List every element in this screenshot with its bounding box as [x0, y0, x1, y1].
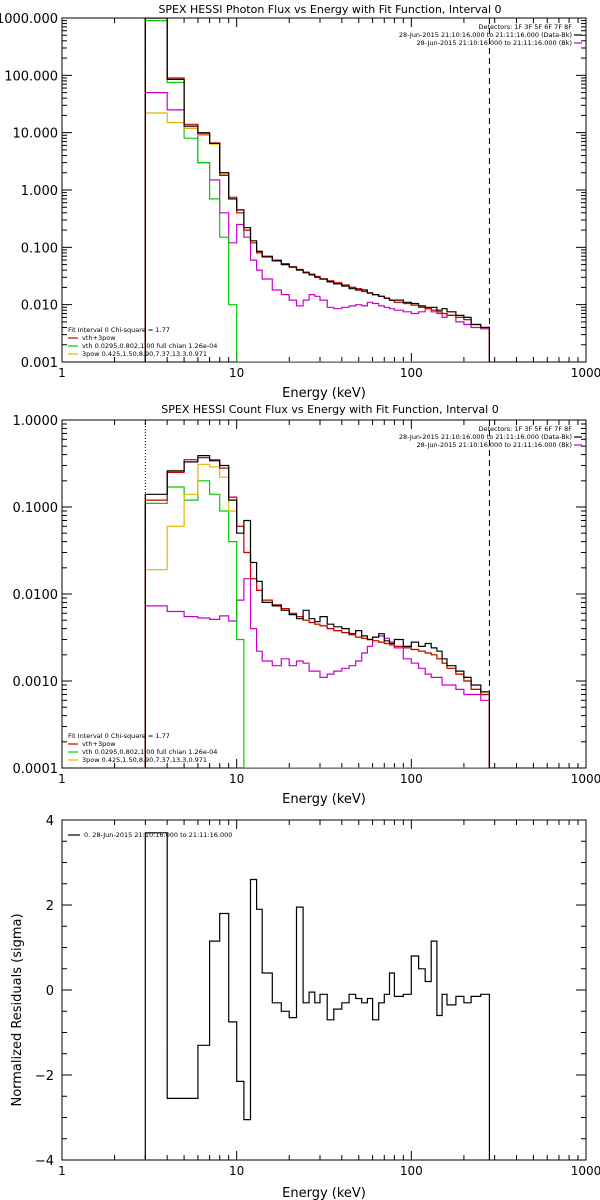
plot-frame: [61, 819, 587, 1161]
legend-top-label: 28-Jun-2015 21:10:16.000 to 21:11:16.000…: [417, 39, 572, 47]
x-tick-label: 1: [58, 1164, 66, 1178]
x-tick-label: 1000: [571, 772, 600, 786]
series-line: [144, 20, 490, 362]
y-tick-label: 0.0100: [13, 588, 59, 603]
legend-label: vth+3pow: [82, 740, 116, 748]
y-tick-label: 0.010: [21, 299, 58, 314]
y-tick-label: 4: [46, 814, 54, 829]
y-tick-label: 100.000: [4, 69, 58, 84]
legend-top-label: Detectors: 1F 3F 5F 6F 7F 8F: [478, 425, 572, 433]
plot-frame: [61, 17, 587, 363]
legend-label: vth 0.0295,0.802,1.00 full chian 1.26e-0…: [82, 748, 217, 756]
series-line: [144, 578, 490, 768]
legend-label: 0. 28-Jun-2015 21:10:16.000 to 21:11:16.…: [84, 831, 232, 839]
x-tick-label: 100: [400, 366, 423, 380]
count-flux-panel: SPEX HESSI Count Flux vs Energy with Fit…: [13, 403, 600, 807]
y-tick-label: 0.100: [21, 241, 58, 256]
series-line: [144, 457, 490, 768]
y-tick-label: 0.1000: [13, 501, 59, 516]
x-tick-label: 1: [58, 772, 66, 786]
legend-label: vth+3pow: [82, 334, 116, 342]
plot-frame: [61, 419, 587, 769]
x-tick-label: 1: [58, 366, 66, 380]
legend-fit-label: Fit Interval 0 Chi-square = 1.77: [68, 732, 170, 740]
legend-top-label: 28-Jun-2015 21:10:16.000 to 21:11:16.000…: [417, 441, 572, 449]
x-tick-label: 1000: [571, 366, 600, 380]
y-tick-label: 2: [46, 899, 54, 914]
series-line: [144, 112, 490, 362]
panel3-ylabel: Normalized Residuals (sigma): [10, 913, 25, 1106]
panel2-xlabel: Energy (keV): [282, 792, 366, 807]
panel1-xlabel: Energy (keV): [282, 386, 366, 401]
y-tick-label: −2: [35, 1069, 54, 1084]
legend-top-label: 28-Jun-2015 21:10:16.000 to 21:11:16.000…: [399, 31, 572, 39]
panel1-title: SPEX HESSI Photon Flux vs Energy with Fi…: [158, 3, 501, 16]
series-line: [144, 18, 490, 362]
residuals-panel: Energy (keV) Normalized Residuals (sigma…: [10, 814, 600, 1200]
legend-label: vth 0.0295,0.802,1.00 full chian 1.26e-0…: [82, 342, 217, 350]
x-tick-label: 1000: [571, 1164, 600, 1178]
y-tick-label: 1000.000: [0, 12, 58, 27]
y-tick-label: 1.0000: [13, 414, 59, 429]
x-tick-label: 100: [400, 1164, 423, 1178]
x-tick-label: 10: [229, 1164, 244, 1178]
legend-top-label: Detectors: 1F 3F 5F 6F 7F 8F: [478, 23, 572, 31]
x-tick-label: 10: [229, 772, 244, 786]
series-line: [144, 832, 490, 1160]
legend-fit-label: Fit Interval 0 Chi-square = 1.77: [68, 326, 170, 334]
x-tick-label: 100: [400, 772, 423, 786]
y-tick-label: 10.000: [13, 127, 59, 142]
y-tick-label: −4: [35, 1154, 54, 1169]
y-tick-label: 1.000: [21, 184, 58, 199]
series-line: [144, 92, 490, 362]
legend-top-label: 28-Jun-2015 21:10:16.000 to 21:11:16.000…: [399, 433, 572, 441]
legend-label: 3pow 0.425,1.50,8.90,7.37,13.3,0.971: [82, 350, 207, 358]
series-line: [144, 455, 490, 768]
y-tick-label: 0: [46, 984, 54, 999]
photon-flux-panel: SPEX HESSI Photon Flux vs Energy with Fi…: [0, 3, 600, 401]
legend-label: 3pow 0.425,1.50,8.90,7.37,13.3,0.971: [82, 756, 207, 764]
panel2-title: SPEX HESSI Count Flux vs Energy with Fit…: [161, 403, 498, 416]
y-tick-label: 0.0001: [13, 762, 59, 777]
panel3-xlabel: Energy (keV): [282, 1186, 366, 1200]
y-tick-label: 0.001: [21, 356, 58, 371]
x-tick-label: 10: [229, 366, 244, 380]
series-line: [144, 480, 490, 768]
y-tick-label: 0.0010: [13, 675, 59, 690]
